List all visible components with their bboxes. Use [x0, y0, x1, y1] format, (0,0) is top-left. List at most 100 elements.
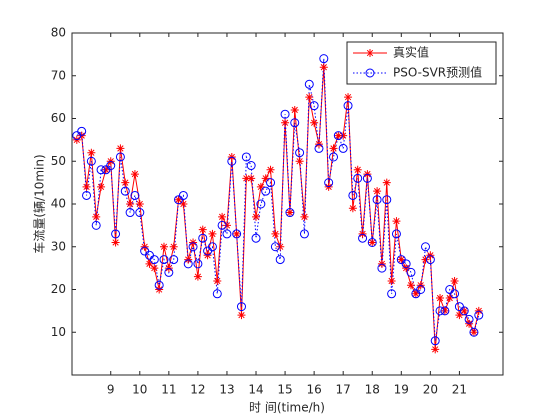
data-point [271, 229, 280, 238]
y-tick-label: 30 [51, 239, 66, 253]
data-point [377, 263, 387, 273]
x-axis-label: 时 间(time/h) [249, 401, 325, 415]
data-point [280, 109, 290, 119]
data-point [440, 306, 450, 316]
data-point [256, 199, 266, 209]
data-point [242, 174, 251, 183]
data-point [305, 93, 314, 102]
y-tick-label: 70 [51, 68, 66, 82]
y-tick-label: 40 [51, 197, 66, 211]
data-point [319, 54, 329, 64]
data-point [372, 195, 382, 205]
data-point [135, 200, 144, 208]
data-point [469, 327, 479, 337]
data-point [319, 63, 328, 72]
data-point [275, 255, 285, 265]
data-point [329, 152, 339, 162]
data-point [120, 186, 130, 196]
legend-marker [365, 68, 375, 78]
data-point [232, 229, 241, 238]
data-point [87, 148, 96, 157]
data-point [227, 156, 237, 166]
data-point [91, 220, 101, 230]
data-point [96, 165, 106, 175]
data-point [111, 238, 120, 247]
data-point [222, 229, 232, 239]
x-tick-label: 16 [306, 383, 321, 397]
data-point [431, 345, 440, 354]
x-tick-label: 9 [107, 383, 115, 397]
x-tick-label: 19 [394, 383, 409, 397]
y-tick-label: 80 [51, 26, 66, 40]
x-tick-label: 10 [132, 383, 147, 397]
axes-box [71, 32, 504, 376]
data-point [154, 280, 164, 290]
data-point [339, 131, 348, 140]
data-point [115, 152, 125, 162]
data-point [421, 242, 431, 252]
data-point [445, 294, 454, 303]
data-point [469, 328, 478, 337]
data-point [406, 281, 415, 290]
data-point [101, 165, 110, 174]
data-point [392, 217, 401, 226]
data-point [290, 105, 299, 114]
data-point [125, 208, 135, 218]
data-point [425, 255, 435, 265]
data-point [130, 190, 140, 200]
data-point [474, 310, 484, 320]
data-point [116, 144, 125, 153]
data-point [77, 126, 87, 136]
data-point [348, 190, 358, 200]
data-point [362, 173, 372, 183]
data-point [309, 101, 319, 111]
data-point [217, 220, 227, 230]
data-point [97, 182, 106, 191]
data-point [333, 131, 343, 141]
data-point [387, 276, 396, 285]
data-point [261, 186, 271, 196]
data-point [455, 311, 464, 320]
data-point [344, 93, 353, 102]
data-point [299, 229, 309, 239]
data-point [207, 242, 217, 252]
data-point [295, 157, 304, 166]
data-point [252, 212, 261, 221]
data-point [368, 238, 377, 247]
data-point [450, 289, 460, 299]
data-point [149, 255, 159, 265]
data-point [343, 101, 353, 111]
data-point [314, 143, 324, 153]
data-point [382, 195, 392, 205]
data-point [159, 242, 168, 251]
data-point [241, 152, 251, 162]
legend-marker [366, 49, 374, 57]
data-point [208, 229, 217, 238]
data-point [106, 161, 116, 171]
y-tick-label: 10 [51, 325, 66, 339]
data-point [459, 306, 469, 316]
data-point [237, 311, 246, 320]
data-point [460, 306, 469, 315]
data-point [300, 212, 309, 221]
data-point [440, 306, 449, 315]
data-point [295, 148, 305, 158]
data-point [183, 259, 193, 269]
data-point [174, 195, 183, 204]
data-point [193, 272, 202, 281]
data-point [270, 242, 280, 252]
data-point [222, 221, 231, 230]
data-point [266, 178, 276, 188]
data-point [464, 314, 474, 324]
data-point [276, 242, 285, 251]
y-axis-label: 车流量(辆/10min) [32, 154, 47, 253]
data-point [256, 182, 265, 191]
data-point [324, 178, 334, 188]
legend-label: 真实值 [393, 45, 429, 60]
data-point [416, 285, 426, 294]
data-point [353, 165, 362, 174]
data-point [406, 267, 416, 277]
data-point [82, 190, 92, 200]
data-point [164, 267, 174, 277]
data-point [329, 144, 338, 153]
